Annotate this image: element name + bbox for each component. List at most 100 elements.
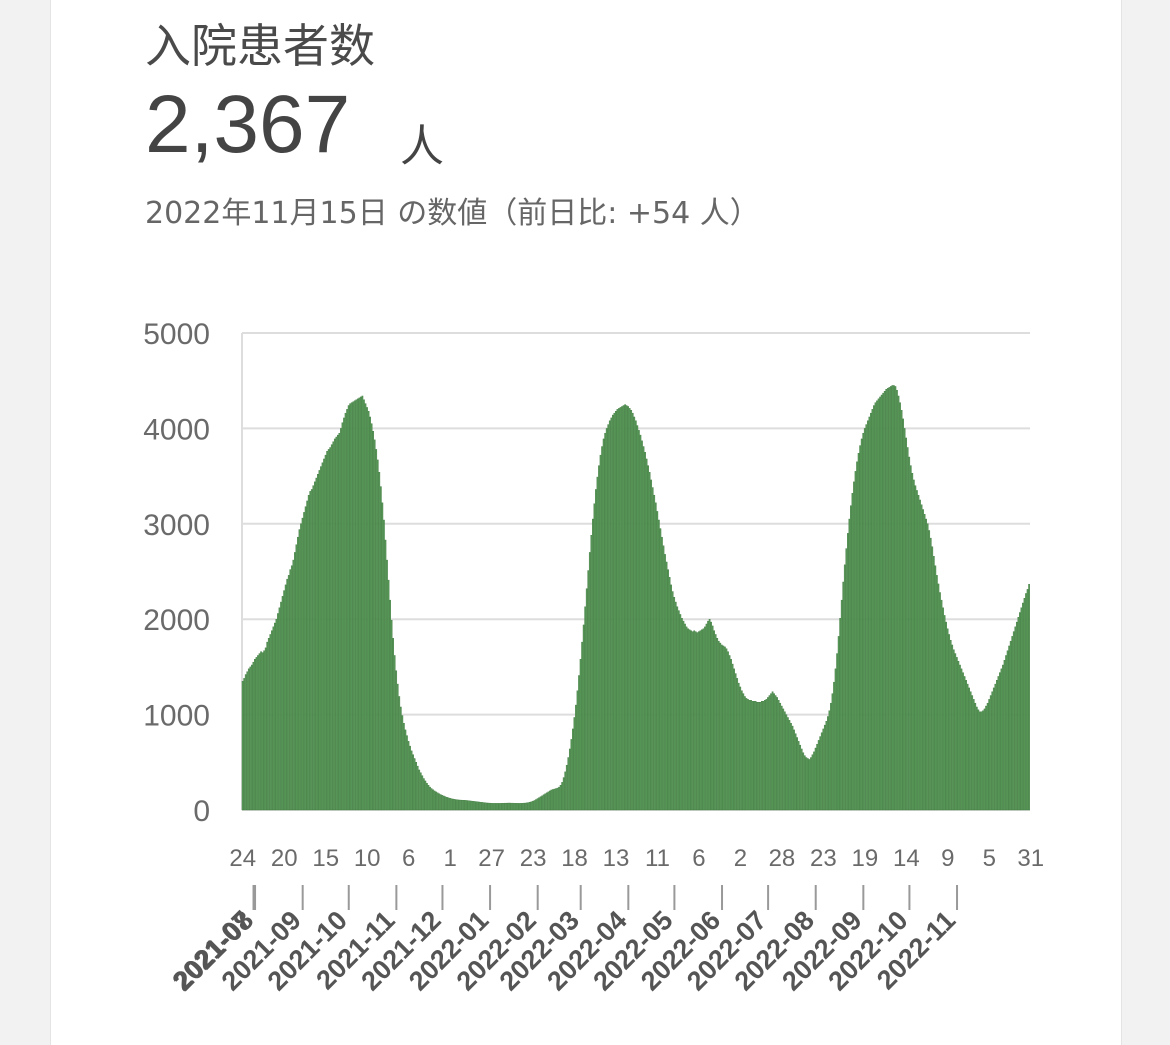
bar <box>664 554 666 811</box>
bar <box>992 687 995 811</box>
bar <box>298 529 301 811</box>
bar <box>289 569 292 811</box>
bar <box>618 408 620 811</box>
bar <box>258 653 261 811</box>
bar <box>387 579 390 811</box>
bar <box>681 618 683 811</box>
bar <box>361 395 364 811</box>
bar <box>937 583 940 811</box>
bar <box>575 704 577 811</box>
bar <box>796 737 798 811</box>
bar <box>678 610 680 811</box>
bar <box>780 705 783 811</box>
bar <box>510 802 513 811</box>
bar <box>375 449 378 811</box>
bar <box>702 628 705 811</box>
bar <box>940 599 943 811</box>
bar <box>561 782 563 811</box>
bar <box>404 729 407 811</box>
bar <box>267 638 270 811</box>
bar <box>797 741 800 811</box>
bar <box>1003 660 1006 811</box>
bar <box>349 403 351 811</box>
bar <box>853 481 855 811</box>
bar <box>674 601 677 811</box>
bar <box>902 418 904 811</box>
bar <box>862 432 865 811</box>
current-value-unit: 人 <box>400 121 444 172</box>
bar <box>957 660 960 811</box>
y-tick-label: 5000 <box>143 318 210 351</box>
bar <box>249 666 252 811</box>
bar <box>854 471 857 811</box>
bar <box>369 416 371 811</box>
bar <box>667 569 669 811</box>
bar <box>476 801 479 811</box>
bar <box>751 701 754 811</box>
bar <box>294 552 296 811</box>
bar <box>670 584 672 811</box>
bar <box>367 411 370 811</box>
bar <box>868 416 871 811</box>
bar <box>722 645 725 811</box>
day-tick-label: 6 <box>692 845 705 872</box>
bar <box>1025 593 1027 811</box>
bar <box>983 708 986 811</box>
bar <box>776 697 778 811</box>
bar <box>572 728 574 811</box>
bar <box>638 430 640 811</box>
bar <box>539 796 542 811</box>
bar <box>1008 645 1010 811</box>
bar <box>389 599 391 811</box>
bar <box>760 701 763 811</box>
bar <box>810 757 812 811</box>
bar <box>977 709 980 811</box>
bar <box>770 693 772 811</box>
bar <box>933 556 935 811</box>
bar <box>877 398 880 811</box>
day-tick-label: 23 <box>810 845 837 872</box>
bar <box>888 387 891 811</box>
y-tick-label: 3000 <box>143 509 210 542</box>
bar <box>261 652 264 811</box>
bar <box>490 803 493 811</box>
bar <box>247 668 250 811</box>
bar <box>519 803 522 811</box>
day-tick-label: 11 <box>645 845 670 872</box>
bar <box>679 614 682 811</box>
bar <box>890 386 892 811</box>
bar <box>948 634 951 811</box>
bar <box>966 683 969 811</box>
bar <box>633 416 636 811</box>
bar <box>748 700 751 811</box>
bar <box>601 446 603 811</box>
bar <box>530 801 533 811</box>
bar <box>475 801 477 811</box>
bar <box>616 409 619 811</box>
bar <box>432 789 434 811</box>
bar <box>880 394 883 811</box>
bar <box>851 493 854 811</box>
bar <box>913 479 915 811</box>
bar <box>784 711 786 811</box>
day-tick-label: 1 <box>443 845 456 872</box>
bar <box>550 789 553 811</box>
bar <box>793 729 795 811</box>
bar <box>263 650 265 811</box>
day-tick-label: 2 <box>734 845 747 872</box>
day-tick-label: 6 <box>402 845 415 872</box>
bar <box>346 409 348 811</box>
day-tick-label: 20 <box>271 845 298 872</box>
bar <box>599 454 602 811</box>
y-tick-label: 1000 <box>143 700 210 733</box>
bar <box>439 794 442 811</box>
bar <box>501 803 504 811</box>
bar <box>711 625 714 811</box>
bar <box>916 490 918 811</box>
bar <box>527 802 530 811</box>
bar <box>765 699 768 811</box>
bar <box>396 683 399 811</box>
bar <box>426 783 428 811</box>
bar <box>277 613 279 811</box>
bar <box>421 775 424 811</box>
